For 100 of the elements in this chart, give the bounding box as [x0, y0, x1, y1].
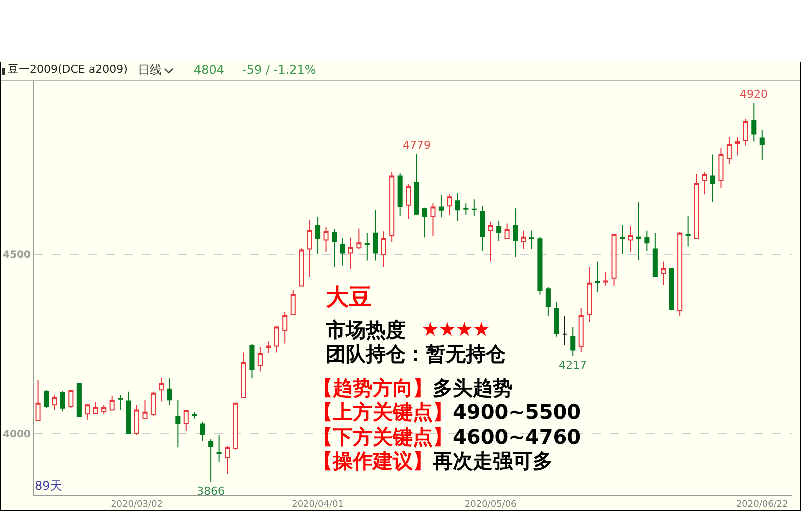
- candlestick: [348, 237, 354, 270]
- candlestick: [381, 231, 386, 268]
- candlestick: [726, 136, 732, 165]
- candlestick: [455, 193, 460, 222]
- annotation: 4779: [403, 139, 431, 152]
- candlestick: [76, 383, 82, 418]
- candlestick: [678, 231, 683, 317]
- candlestick: [225, 446, 230, 476]
- candlestick: [340, 238, 346, 266]
- candlestick: [488, 221, 494, 262]
- candlestick: [562, 316, 568, 346]
- annotation: 【下方关键点】: [313, 425, 453, 449]
- candlestick: [68, 390, 74, 409]
- candlestick: [233, 402, 238, 450]
- candlestick: [167, 378, 172, 406]
- candlestick: [447, 194, 452, 216]
- candlestick: [184, 410, 189, 432]
- chart-title: 豆一2009(DCE a2009): [8, 63, 128, 77]
- annotation: 4920: [740, 88, 768, 101]
- candlestick: [686, 216, 691, 248]
- candlestick: [760, 129, 765, 161]
- candlestick: [620, 225, 626, 255]
- candlestick: [44, 390, 50, 409]
- candlestick: [718, 148, 724, 189]
- candlestick: [150, 391, 156, 418]
- candlestick: [521, 230, 526, 250]
- annotation: 89天: [35, 479, 62, 494]
- candlestick: [513, 208, 518, 258]
- candlestick: [110, 395, 115, 411]
- candlestick: [52, 394, 58, 411]
- y-tick-label: 4000: [3, 429, 32, 440]
- candlestick: [538, 236, 543, 296]
- candlestick: [142, 400, 148, 420]
- candlestick: [694, 174, 700, 239]
- annotation: 【趋势方向】: [313, 376, 433, 400]
- candlestick: [373, 210, 378, 262]
- candlestick: [504, 223, 510, 240]
- annotation: 4600~4760: [453, 425, 582, 449]
- candlestick: [266, 341, 272, 354]
- candlestick: [216, 434, 222, 463]
- text: 4804: [194, 63, 225, 78]
- candlestick: [102, 404, 107, 415]
- candlestick: [258, 346, 263, 372]
- candlestick: [554, 302, 560, 338]
- candlestick: [36, 380, 41, 422]
- annotation: 市场热度: [326, 318, 406, 342]
- candlestick: [282, 312, 288, 344]
- candlestick: [578, 308, 584, 352]
- candlestick: [126, 391, 132, 434]
- annotation: 4217: [559, 359, 587, 372]
- candlestick: [735, 136, 740, 156]
- candlestick: [398, 172, 403, 218]
- annotation: 团队持仓：暂无持仓: [326, 342, 506, 366]
- candlestick: [274, 326, 280, 354]
- annotation: ★★★★: [422, 318, 490, 342]
- candlestick: [299, 248, 304, 287]
- candlestick: [669, 268, 674, 312]
- candlestick: [332, 228, 338, 268]
- x-tick-label: 2020/05/06: [464, 500, 518, 510]
- candlestick: [702, 172, 708, 196]
- candlestick: [250, 344, 255, 380]
- annotation: 再次走强可多: [433, 449, 553, 473]
- candlestick: [192, 412, 198, 420]
- text: -59 / -1.21%: [242, 63, 316, 78]
- candlestick: [290, 290, 296, 316]
- candlestick: [324, 226, 329, 253]
- candlestick: [472, 199, 477, 217]
- candlestick: [422, 207, 428, 238]
- candlestick: [710, 154, 716, 203]
- candlestick: [480, 206, 486, 252]
- x-tick-label: 2020/03/02: [111, 500, 163, 510]
- candlestick: [743, 118, 748, 146]
- annotation: 大豆: [326, 285, 372, 312]
- candlestick: [438, 194, 444, 218]
- candlestick: [390, 171, 395, 243]
- candlestick: [414, 154, 420, 216]
- x-tick-label: 2020/06/22: [736, 500, 788, 510]
- candlestick: [587, 267, 592, 323]
- candlestick: [496, 220, 502, 242]
- candlestick: [612, 234, 617, 286]
- candlestick: [546, 286, 551, 317]
- annotation: 4900~5500: [453, 400, 582, 424]
- candlestick: [118, 394, 124, 411]
- candlestick: [85, 404, 90, 420]
- candlestick: [134, 404, 140, 436]
- text: 日线: [138, 63, 162, 78]
- candlestick: [595, 261, 600, 293]
- candlestick: [570, 326, 576, 356]
- candlestick: [208, 438, 214, 483]
- candlestick: [604, 271, 609, 286]
- candlestick: [93, 402, 98, 414]
- y-tick-label: 4500: [3, 250, 32, 261]
- candlestick: [364, 232, 370, 262]
- annotation: 3866: [197, 485, 225, 498]
- candlestick: [176, 400, 181, 448]
- candlestick: [644, 230, 650, 252]
- candlestick: [356, 228, 362, 250]
- candlestick: [529, 230, 534, 250]
- candlestick: [661, 261, 666, 286]
- candlestick: [752, 102, 757, 142]
